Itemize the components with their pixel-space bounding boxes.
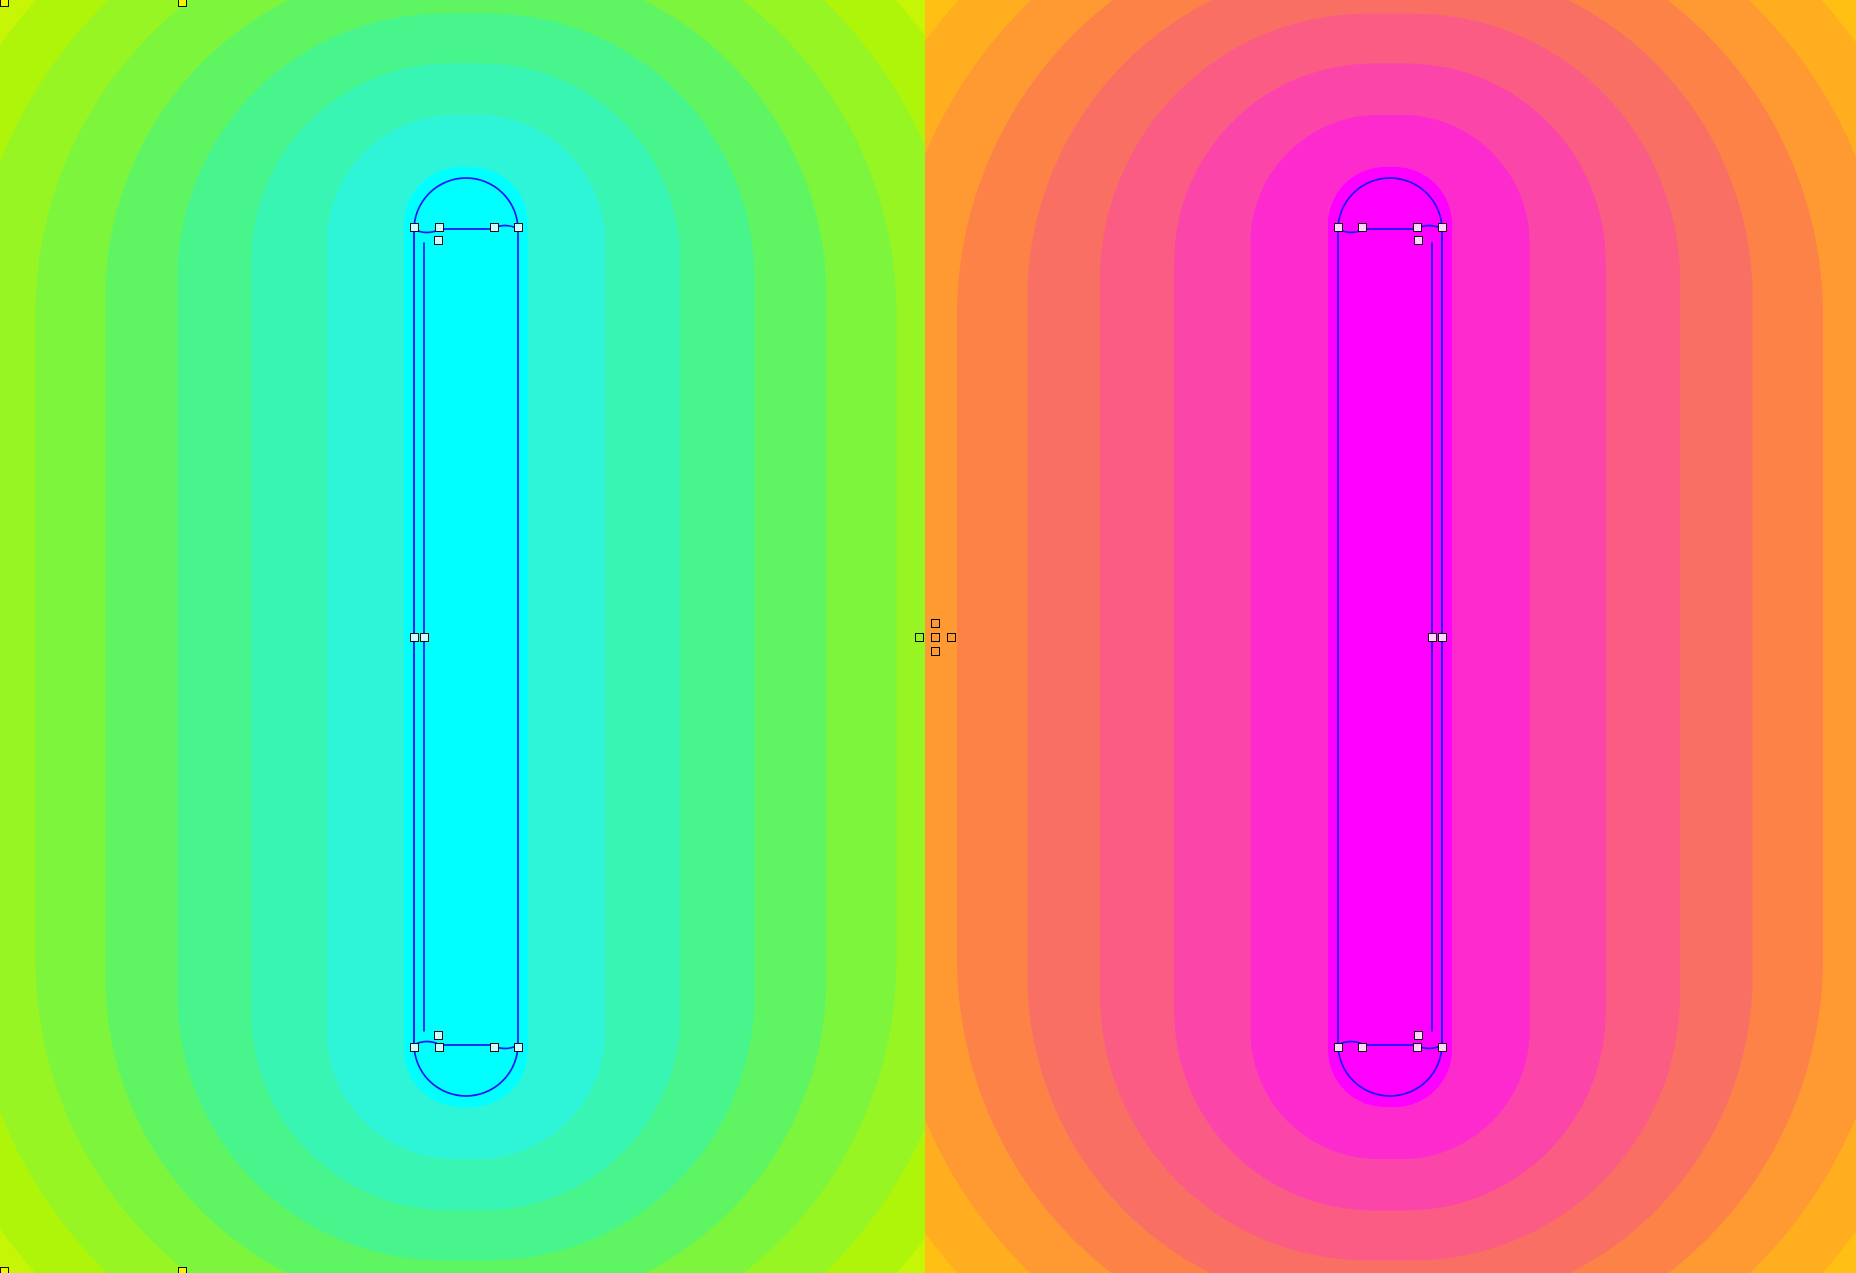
node-handle-bottom-inner-mid-right[interactable]	[489, 1042, 499, 1052]
node-handle-mid-right-anchor[interactable]	[419, 632, 429, 642]
node-handle-bottom-left-anchor[interactable]	[1333, 1042, 1343, 1052]
node-handle-canvas-bottom-handle-a[interactable]	[0, 1266, 9, 1273]
node-handle-top-inner-right-control[interactable]	[1413, 235, 1423, 245]
node-handle-bottom-right-anchor[interactable]	[513, 1042, 523, 1052]
transform-center-marker[interactable]	[914, 618, 956, 656]
center-south-square-icon	[930, 646, 940, 656]
node-handle-top-left-anchor[interactable]	[1333, 222, 1343, 232]
node-handle-top-left-anchor[interactable]	[409, 222, 419, 232]
node-handle-top-inner-mid-left[interactable]	[1357, 222, 1367, 232]
center-square-icon	[930, 632, 940, 642]
node-handle-bottom-inner-mid-left[interactable]	[1357, 1042, 1367, 1052]
node-handle-canvas-top-handle-b[interactable]	[177, 0, 187, 7]
node-handle-top-right-anchor[interactable]	[513, 222, 523, 232]
node-handle-bottom-inner-right-control[interactable]	[1413, 1030, 1423, 1040]
node-handle-mid-left-anchor[interactable]	[1427, 632, 1437, 642]
node-handle-bottom-left-anchor[interactable]	[409, 1042, 419, 1052]
node-handle-canvas-bottom-handle-b[interactable]	[177, 1266, 187, 1273]
node-handle-top-right-anchor[interactable]	[1437, 222, 1447, 232]
node-handle-bottom-inner-mid-left[interactable]	[434, 1042, 444, 1052]
node-handle-top-inner-mid-right[interactable]	[489, 222, 499, 232]
node-handle-top-inner-left-control[interactable]	[433, 235, 443, 245]
center-north-square-icon	[930, 618, 940, 628]
node-handle-bottom-right-anchor[interactable]	[1437, 1042, 1447, 1052]
node-handle-mid-right-anchor[interactable]	[1437, 632, 1447, 642]
node-handle-bottom-inner-left-control[interactable]	[433, 1030, 443, 1040]
center-east-square-icon	[946, 632, 956, 642]
node-handle-mid-left-anchor[interactable]	[409, 632, 419, 642]
node-handle-bottom-inner-mid-right[interactable]	[1412, 1042, 1422, 1052]
node-handle-top-inner-mid-left[interactable]	[434, 222, 444, 232]
node-handle-top-inner-mid-right[interactable]	[1412, 222, 1422, 232]
center-west-square-icon	[914, 632, 924, 642]
node-handle-canvas-top-handle-a[interactable]	[0, 0, 9, 7]
